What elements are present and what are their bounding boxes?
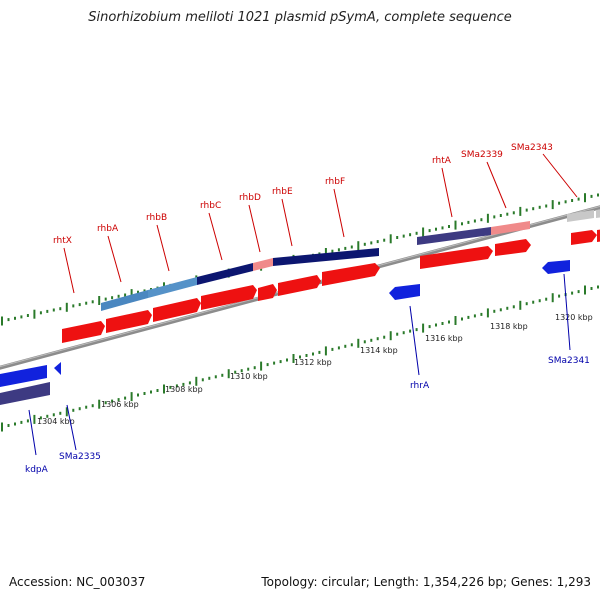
cds-arrow-reverse: [389, 284, 420, 300]
topology-summary: Topology: circular; Length: 1,354,226 bp…: [261, 575, 591, 589]
gene-label-reverse: SMa2335: [59, 452, 101, 462]
tick-track-bottom: [1, 285, 599, 432]
operon-segment-dark: [417, 227, 491, 245]
scale-label: 1306 kbp: [101, 400, 139, 409]
gene-label: rhbD: [239, 193, 261, 203]
gene-label: rhbA: [97, 224, 119, 234]
cds-arrow-reverse: [54, 362, 61, 375]
scale-label: 1310 kbp: [230, 372, 268, 381]
gene-label: SMa2343: [511, 143, 553, 153]
scale-label: 1318 kbp: [490, 322, 528, 331]
gene-label-reverse: SMa2341: [548, 356, 590, 366]
cds-arrow: [495, 239, 531, 256]
operon-band: [101, 209, 600, 311]
scale-label: 1320 kbp: [555, 313, 593, 322]
cds-arrow: [258, 284, 277, 301]
gene-label: rhtA: [432, 156, 452, 166]
gene-label-reverse: rhrA: [410, 381, 430, 391]
scale-label: 1316 kbp: [425, 334, 463, 343]
cds-arrow: [153, 298, 201, 322]
gene-labels-forward: rhtX rhbA rhbB rhbC rhbD rhbE rhbF rhtA …: [53, 143, 578, 294]
cds-track-reverse: [0, 260, 570, 405]
cds-arrow: [571, 230, 597, 245]
cds-arrow-reverse: [0, 382, 50, 405]
operon-segment-pink: [491, 221, 530, 235]
operon-segment-dark: [197, 263, 253, 285]
operon-segment-gray: [567, 210, 594, 222]
cds-track-forward: [62, 229, 600, 343]
operon-segment-light: [101, 290, 148, 311]
gene-label: rhbB: [146, 213, 167, 223]
scale-label: 1314 kbp: [360, 346, 398, 355]
scale-label: 1308 kbp: [165, 385, 203, 394]
operon-segment-gray: [596, 209, 600, 218]
operon-segment-dark: [273, 248, 379, 266]
gene-label: rhbE: [272, 187, 293, 197]
gene-labels-reverse: kdpA SMa2335 rhrA SMa2341: [25, 273, 590, 475]
scale-label: 1304 kbp: [37, 417, 75, 426]
cds-arrow: [597, 229, 600, 242]
operon-segment-light: [148, 277, 197, 298]
map-title: Sinorhizobium meliloti 1021 plasmid pSym…: [88, 10, 512, 25]
cds-arrow-reverse: [542, 260, 570, 274]
accession-label: Accession: NC_003037: [9, 575, 146, 589]
cds-arrow: [106, 310, 152, 333]
cds-arrow: [278, 275, 321, 296]
gene-label: rhbC: [200, 201, 221, 211]
operon-segment-pink: [253, 258, 273, 271]
cds-arrow-reverse: [0, 365, 47, 387]
cds-arrow: [201, 285, 257, 310]
cds-arrow: [322, 263, 380, 286]
gene-label: SMa2339: [461, 150, 503, 160]
gene-label-reverse: kdpA: [25, 465, 49, 475]
gene-label: rhtX: [53, 236, 72, 246]
cds-arrow: [420, 246, 493, 269]
scale-labels: 1304 kbp 1306 kbp 1308 kbp 1310 kbp 1312…: [37, 313, 593, 426]
cds-arrow: [62, 321, 105, 343]
scale-label: 1312 kbp: [294, 358, 332, 367]
gene-label: rhbF: [325, 177, 345, 187]
